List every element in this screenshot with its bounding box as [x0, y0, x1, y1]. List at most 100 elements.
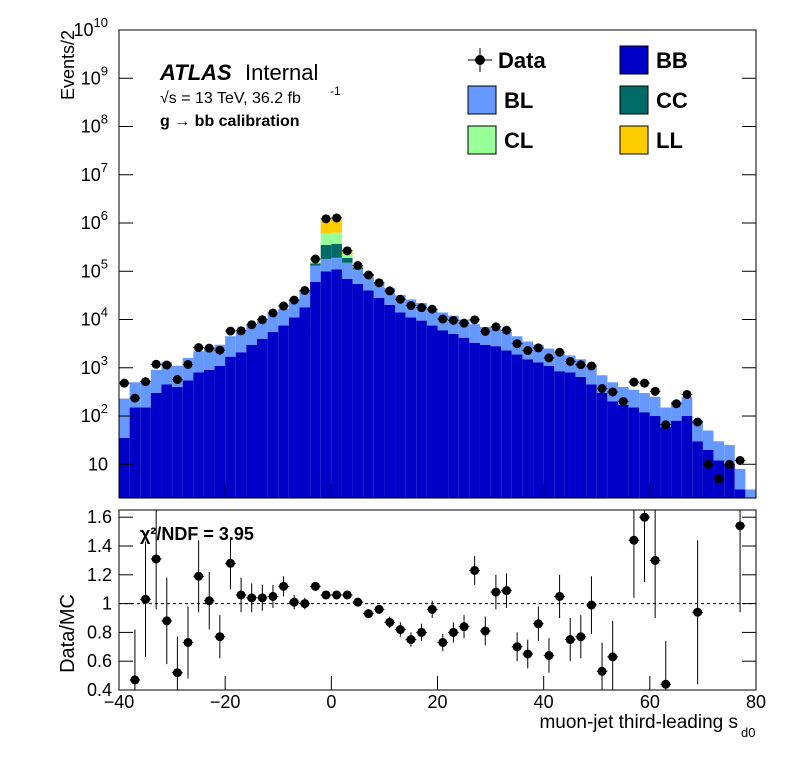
ratio-point — [629, 536, 638, 545]
ratio-point — [534, 619, 543, 628]
data-point — [598, 384, 607, 393]
hist-segment — [682, 416, 693, 503]
chi2-label: χ²/NDF = 3.95 — [140, 524, 254, 544]
ratio-point — [449, 628, 458, 637]
hist-segment — [629, 408, 640, 503]
ratio-point — [237, 590, 246, 599]
ratio-point — [491, 588, 500, 597]
ratio-point — [375, 605, 384, 614]
hist-segment — [607, 401, 618, 503]
data-point — [300, 286, 309, 295]
ratio-point — [268, 592, 277, 601]
hist-segment — [310, 282, 321, 503]
hist-segment — [384, 305, 395, 503]
hist-segment — [353, 284, 364, 503]
hist-segment — [469, 324, 480, 343]
ratio-point — [396, 625, 405, 634]
hist-segment — [374, 298, 385, 503]
hist-segment — [193, 372, 204, 503]
x-tick-label: −40 — [104, 692, 135, 712]
legend-label: CL — [504, 128, 533, 153]
data-point — [566, 357, 575, 366]
hist-segment — [703, 431, 714, 450]
y-tick-label: 1 — [102, 594, 112, 614]
hist-segment — [321, 259, 332, 271]
data-point — [194, 343, 203, 352]
data-point — [184, 360, 193, 369]
data-point — [353, 261, 362, 270]
hist-segment — [491, 346, 502, 503]
hist-segment — [597, 393, 608, 503]
data-point — [513, 339, 522, 348]
data-point — [736, 456, 745, 465]
data-point — [449, 316, 458, 325]
hist-segment — [660, 427, 671, 503]
ratio-point — [428, 605, 437, 614]
hist-segment — [119, 438, 130, 503]
hist-segment — [331, 269, 342, 503]
ratio-point — [587, 601, 596, 610]
data-point — [651, 387, 660, 396]
ratio-point — [661, 680, 670, 689]
ratio-point — [130, 675, 139, 684]
ratio-point — [162, 616, 171, 625]
data-point — [714, 474, 723, 483]
data-point — [640, 379, 649, 388]
data-point — [460, 319, 469, 328]
legend-swatch — [620, 86, 648, 114]
hist-segment — [183, 380, 194, 503]
data-point — [130, 394, 139, 403]
hist-segment — [703, 450, 714, 503]
hist-segment — [469, 343, 480, 503]
y-tick-label: 10 — [88, 454, 108, 474]
ratio-point — [576, 632, 585, 641]
data-point — [237, 326, 246, 335]
ratio-point — [555, 592, 564, 601]
y-tick-label: 1.2 — [87, 565, 112, 585]
legend-label: BB — [656, 48, 688, 73]
data-point — [438, 315, 447, 324]
data-point — [173, 375, 182, 384]
hist-segment — [650, 397, 661, 416]
ratio-point — [205, 596, 214, 605]
hist-segment — [342, 279, 353, 503]
legend-swatch — [620, 46, 648, 74]
data-point — [375, 278, 384, 287]
hist-segment — [172, 387, 183, 503]
ratio-point — [215, 632, 224, 641]
legend-marker — [475, 55, 485, 65]
ratio-point — [279, 582, 288, 591]
hist-segment — [501, 350, 512, 503]
hist-segment — [161, 385, 172, 503]
data-point — [152, 360, 161, 369]
hist-segment — [130, 408, 141, 503]
hist-segment — [554, 371, 565, 503]
hist-segment — [416, 321, 427, 503]
hist-segment — [299, 307, 310, 503]
legend-swatch — [468, 86, 496, 114]
y-tick-label: 1.4 — [87, 536, 112, 556]
y-tick-label: 1.6 — [87, 507, 112, 527]
hist-segment — [522, 359, 533, 503]
hist-segment — [342, 258, 353, 263]
data-point — [682, 390, 691, 399]
ratio-point — [736, 521, 745, 530]
ratio-point — [141, 595, 150, 604]
data-point — [279, 302, 288, 311]
ratio-point — [406, 635, 415, 644]
data-point — [481, 327, 490, 336]
hist-segment — [629, 390, 640, 408]
ratio-point — [460, 622, 469, 631]
hist-segment — [140, 408, 151, 503]
data-point — [396, 295, 405, 304]
data-point — [629, 378, 638, 387]
ratio-point — [290, 598, 299, 607]
x-tick-label: 0 — [326, 692, 336, 712]
data-point — [162, 361, 171, 370]
data-point — [491, 322, 500, 331]
data-point — [725, 460, 734, 469]
ratio-point — [322, 590, 331, 599]
ratio-point — [385, 618, 394, 627]
